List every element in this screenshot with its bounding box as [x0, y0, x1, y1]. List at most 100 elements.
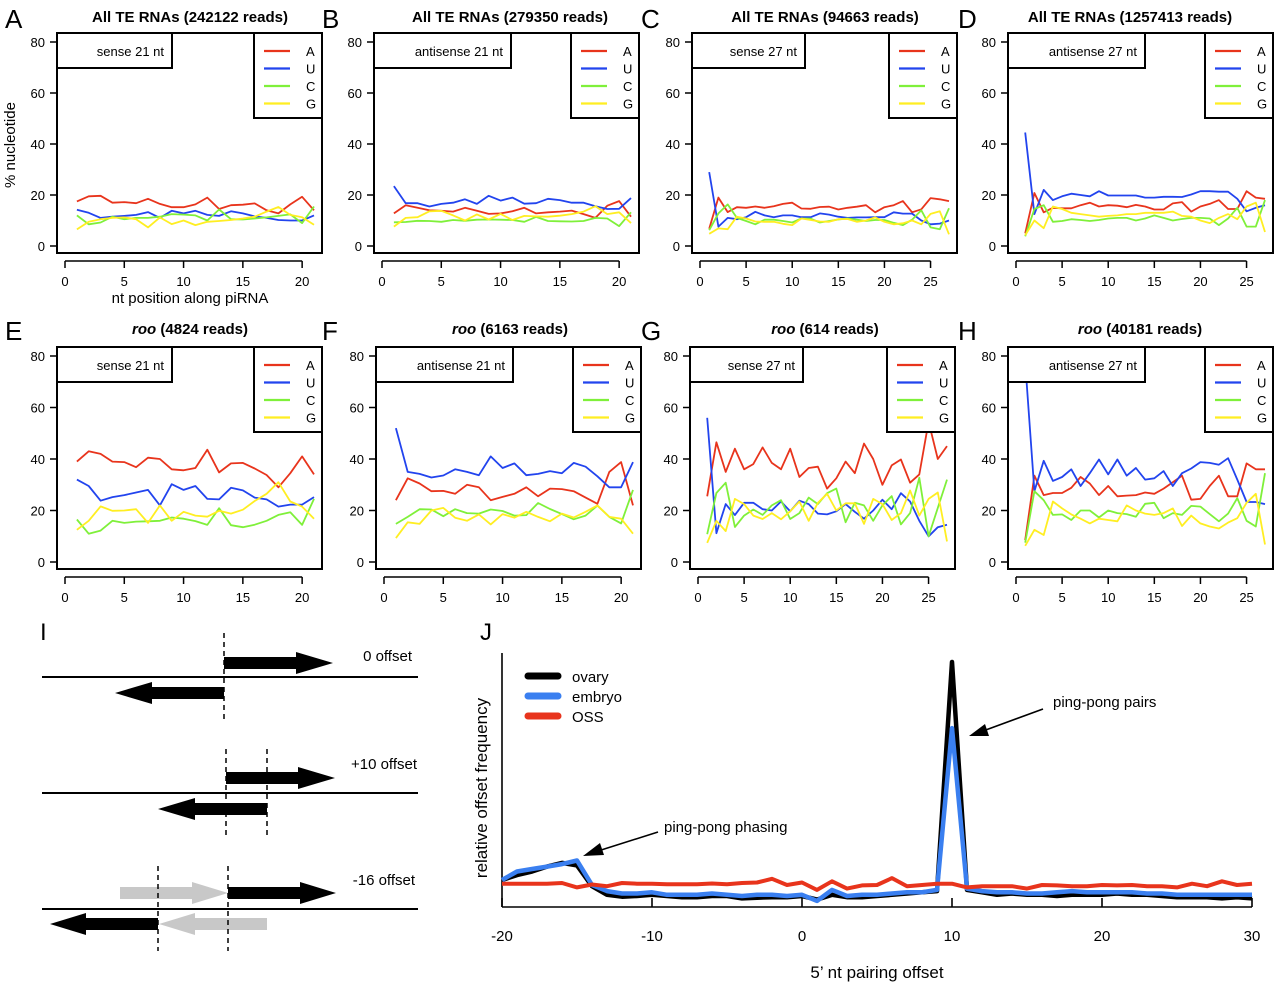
- panel-letter: F: [322, 316, 338, 346]
- panel-a: A All TE RNAs (242122 reads) 0 20 40 60 80 0 5 10…: [5, 4, 323, 289]
- series-line-G: [706, 489, 948, 544]
- x-tick-label: 15: [236, 590, 250, 605]
- plot-frame: [56, 32, 323, 254]
- series-line-U: [393, 185, 632, 210]
- legend-label: U: [941, 62, 950, 77]
- y-tick-label: 20: [31, 188, 45, 203]
- series-line-A: [1024, 462, 1265, 541]
- x-tick-label: 30: [1244, 928, 1261, 945]
- annotation-ping-pong-pairs: ping-pong pairs: [1053, 694, 1156, 711]
- x-tick-label: 0: [378, 274, 385, 289]
- y-tick-label: 60: [348, 86, 362, 101]
- annotation-ping-pong-phasing: ping-pong phasing: [664, 819, 787, 836]
- x-tick-label: 5: [121, 274, 128, 289]
- x-tick-label: 25: [923, 274, 937, 289]
- legend-label: C: [1257, 79, 1266, 94]
- panel-letter: B: [322, 4, 339, 34]
- y-tick-label: 40: [666, 137, 680, 152]
- legend-label: A: [625, 358, 634, 373]
- y-tick-label: 0: [989, 239, 996, 254]
- sense-arrow: [226, 767, 335, 789]
- info-box: [691, 32, 806, 69]
- x-tick-label: -10: [641, 928, 663, 945]
- y-tick-label: 20: [664, 504, 678, 519]
- x-tick-label: 15: [1147, 274, 1161, 289]
- plot-frame: [689, 346, 956, 570]
- y-tick-label: 40: [664, 452, 678, 467]
- y-tick-label: 80: [350, 349, 364, 364]
- antisense-arrow: [50, 913, 158, 935]
- y-axis-label: % nucleotide: [2, 102, 19, 188]
- x-tick-label: 20: [877, 274, 891, 289]
- series-line-embryo: [500, 725, 1252, 904]
- legend-label: G: [306, 97, 316, 112]
- annotation-arrowhead: [969, 724, 989, 736]
- y-tick-label: 80: [348, 35, 362, 50]
- legend-label: A: [306, 358, 315, 373]
- info-box-label: sense 27 nt: [728, 358, 796, 373]
- legend-label: G: [939, 411, 949, 426]
- legend-label: ovary: [572, 669, 609, 686]
- series-line-U: [76, 478, 315, 508]
- y-tick-label: 60: [31, 401, 45, 416]
- series-line-G: [708, 210, 950, 235]
- x-tick-label: 5: [438, 274, 445, 289]
- y-tick-label: 60: [664, 401, 678, 416]
- x-tick-label: 20: [612, 274, 626, 289]
- offset-label: +10 offset: [351, 756, 418, 773]
- legend-label: G: [623, 97, 633, 112]
- info-box-label: antisense 21 nt: [415, 44, 504, 59]
- x-tick-label: 10: [495, 590, 509, 605]
- y-tick-label: 80: [31, 35, 45, 50]
- x-tick-label: 5: [440, 590, 447, 605]
- panel-letter: H: [958, 316, 977, 346]
- x-tick-label: 15: [1147, 590, 1161, 605]
- x-tick-label: 20: [295, 590, 309, 605]
- chart-title: All TE RNAs (242122 reads): [92, 9, 288, 26]
- x-tick-label: 10: [1101, 590, 1115, 605]
- annotation-arrow-shaft: [982, 708, 1044, 732]
- chart-title: roo (40181 reads): [1078, 321, 1202, 338]
- legend-label: A: [306, 44, 315, 59]
- y-tick-label: 60: [31, 86, 45, 101]
- series-line-U: [706, 417, 948, 538]
- x-tick-label: 0: [380, 590, 387, 605]
- info-box-label: sense 21 nt: [97, 358, 165, 373]
- legend-label: G: [306, 411, 316, 426]
- x-tick-label: 5: [1058, 274, 1065, 289]
- y-tick-label: 0: [38, 555, 45, 570]
- x-tick-label: 20: [1193, 274, 1207, 289]
- legend-label: C: [306, 79, 315, 94]
- panel-i: I 0 offset +10 offset -16 offs: [40, 619, 418, 951]
- x-tick-label: 20: [614, 590, 628, 605]
- x-tick-label: 0: [61, 274, 68, 289]
- x-tick-label: 0: [694, 590, 701, 605]
- y-tick-label: 40: [348, 137, 362, 152]
- info-box: [1007, 32, 1146, 69]
- info-box: [375, 346, 514, 383]
- x-tick-label: 5: [742, 274, 749, 289]
- x-tick-label: 10: [785, 274, 799, 289]
- series-line-A: [1024, 190, 1266, 234]
- series-line-U: [1024, 362, 1266, 505]
- series-line-A: [76, 194, 315, 215]
- antisense-arrow: [158, 798, 267, 820]
- series-line-G: [393, 205, 632, 228]
- x-tick-label: 10: [783, 590, 797, 605]
- legend-label: embryo: [572, 689, 622, 706]
- legend-label: C: [1257, 393, 1266, 408]
- y-tick-label: 80: [982, 35, 996, 50]
- panel-j: J -20 -10 0 10 20 30 5’ nt pairing offset relat…: [472, 619, 1260, 982]
- x-tick-label: 25: [1239, 590, 1253, 605]
- y-tick-label: 0: [673, 239, 680, 254]
- series-line-C: [1024, 199, 1266, 237]
- panel-d: D All TE RNAs (1257413 reads) 0 20 40 60 80 0 5 1…: [958, 4, 1274, 289]
- antisense-arrow: [115, 682, 224, 704]
- x-tick-label: 10: [944, 928, 961, 945]
- x-tick-label: 10: [1101, 274, 1115, 289]
- y-tick-label: 20: [982, 504, 996, 519]
- y-tick-label: 40: [982, 452, 996, 467]
- x-tick-label: 15: [831, 274, 845, 289]
